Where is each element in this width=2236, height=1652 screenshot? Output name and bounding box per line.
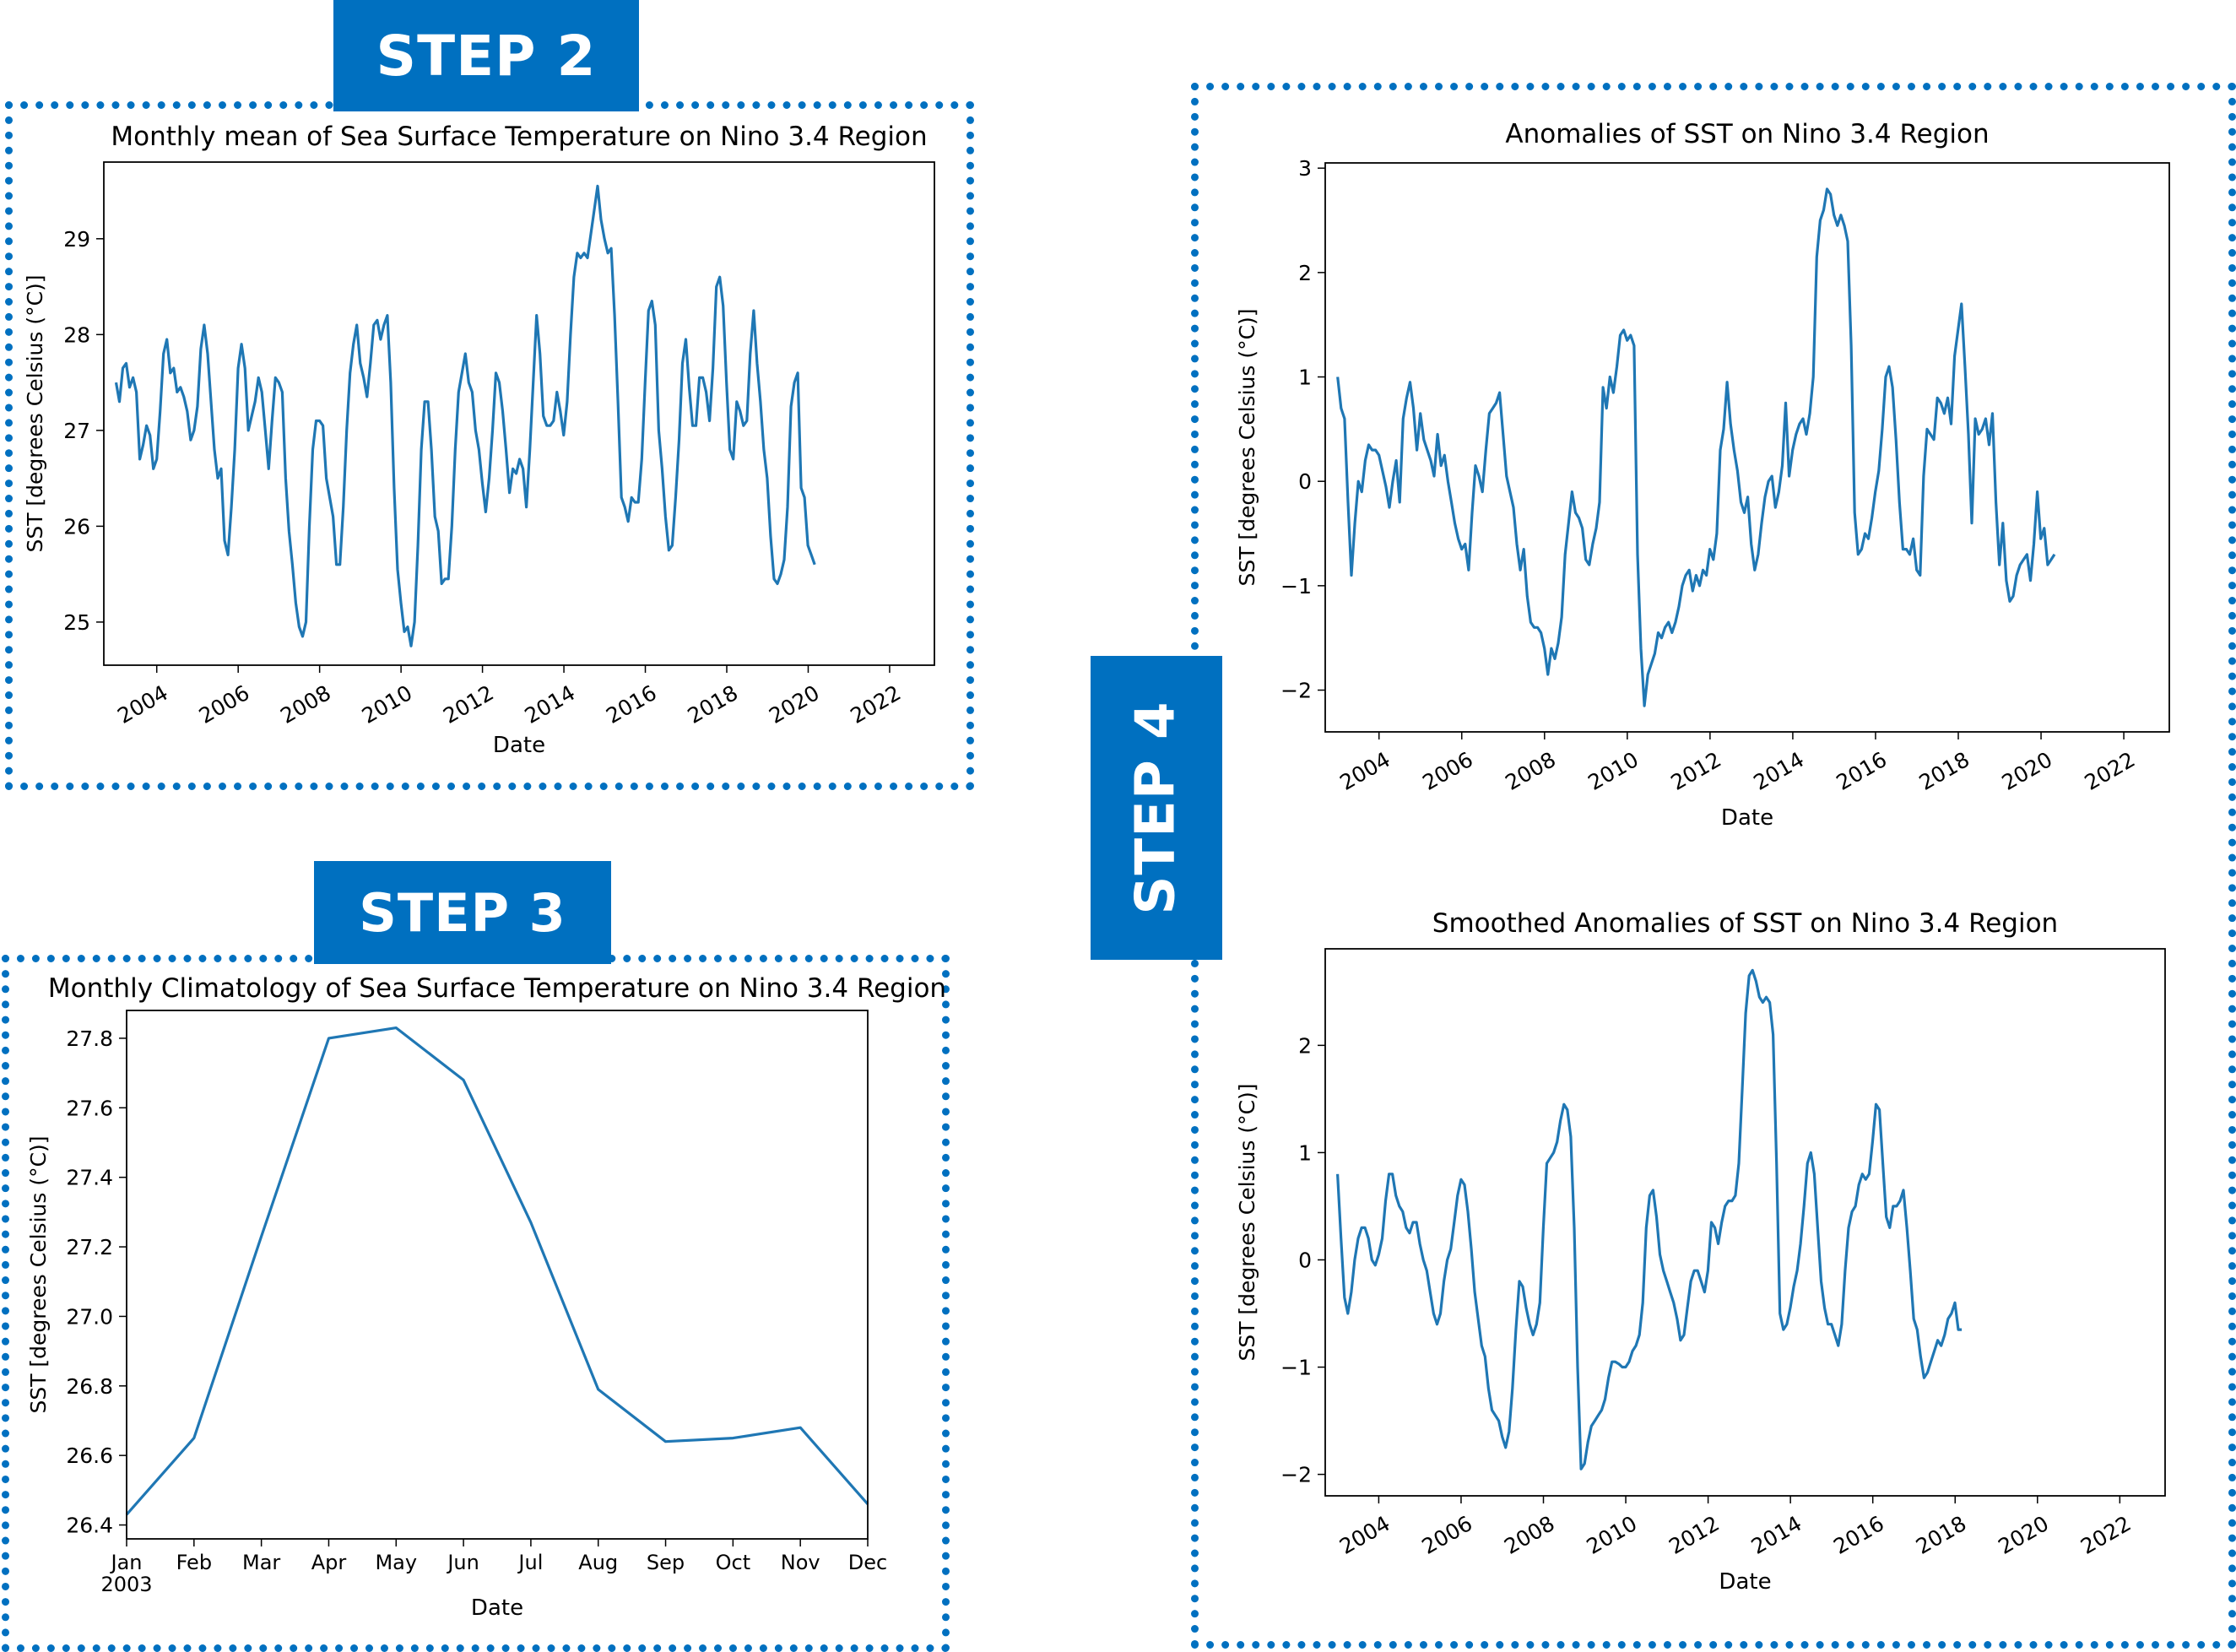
chart-title: Smoothed Anomalies of SST on Nino 3.4 Re…: [1432, 908, 2058, 939]
step4-label: STEP 4: [1091, 656, 1222, 960]
x-tick-label: 2006: [1418, 747, 1477, 795]
x-tick-label: 2016: [602, 680, 661, 729]
x-tick-label: 2014: [1747, 1511, 1806, 1559]
x-axis-label: Date: [471, 1595, 523, 1621]
anomalies-chart: Anomalies of SST on Nino 3.4 Region 2004 2…: [1235, 119, 2170, 831]
y-axis-label: SST [degrees Celsius (°C)]: [1235, 308, 1259, 586]
x-axis-label: Date: [1719, 1569, 1771, 1595]
y-tick-label: 27.2: [66, 1235, 113, 1259]
x-axis-label: Date: [1721, 805, 1773, 831]
step3-text: STEP 3: [359, 881, 566, 944]
y-tick-label: 26: [63, 514, 90, 539]
y-tick-label: −1: [1280, 574, 1312, 599]
x-tick-label: 2008: [1501, 747, 1560, 795]
climatology-chart: Monthly Climatology of Sea Surface Tempe…: [26, 973, 946, 1621]
y-tick-label: 1: [1298, 1140, 1312, 1165]
x-tick-label: 2016: [1829, 1511, 1888, 1559]
y-tick-label: 26.6: [66, 1443, 113, 1468]
x-tick-label: Apr: [311, 1551, 347, 1574]
x-axis-label: Date: [493, 733, 545, 758]
plot-frame: [103, 161, 935, 666]
y-axis-label: SST [degrees Celsius (°C)]: [26, 1135, 51, 1413]
x-tick-label: 2006: [1418, 1511, 1477, 1559]
y-tick-label: 27.0: [66, 1304, 113, 1329]
x-tick-label: May: [375, 1551, 417, 1574]
y-axis-label: SST [degrees Celsius (°C)]: [23, 274, 47, 552]
sst-series-line: [1336, 187, 2056, 707]
sst-series-line: [114, 184, 816, 647]
step2-text: STEP 2: [376, 23, 597, 89]
x-tick-label: 2018: [1915, 747, 1974, 795]
smoothed-anomalies-chart: Smoothed Anomalies of SST on Nino 3.4 Re…: [1235, 908, 2166, 1595]
chart-title: Monthly Climatology of Sea Surface Tempe…: [48, 973, 946, 1004]
y-tick-label: 27.8: [66, 1026, 113, 1051]
x-tick-label: 2014: [521, 680, 580, 729]
x-tick-label: 2022: [847, 680, 906, 729]
y-tick-label: 26.4: [66, 1514, 113, 1538]
y-tick-label: 27: [63, 419, 90, 443]
y-tick-label: −1: [1280, 1356, 1312, 1380]
x-tick-label: Jul: [517, 1551, 543, 1574]
x-tick-label: 2018: [684, 680, 743, 729]
x-tick-sublabel: 2003: [100, 1573, 152, 1596]
x-tick-label: 2004: [113, 680, 172, 729]
y-tick-label: 27.6: [66, 1096, 113, 1120]
x-tick-label: 2010: [358, 680, 417, 729]
step2-label: STEP 2: [333, 0, 639, 111]
y-tick-label: 25: [63, 610, 90, 635]
x-tick-label: 2018: [1912, 1511, 1971, 1559]
sst-series-line: [125, 1026, 869, 1516]
monthly-mean-chart: Monthly mean of Sea Surface Temperature …: [23, 122, 935, 758]
x-tick-label: Aug: [578, 1551, 618, 1574]
chart-title: Anomalies of SST on Nino 3.4 Region: [1505, 119, 1989, 149]
y-tick-label: −2: [1280, 1463, 1312, 1487]
x-tick-label: 2010: [1584, 747, 1643, 795]
x-tick-label: 2008: [1500, 1511, 1559, 1559]
chart-title: Monthly mean of Sea Surface Temperature …: [111, 122, 927, 152]
x-tick-label: 2014: [1750, 747, 1809, 795]
x-tick-label: 2004: [1335, 747, 1394, 795]
x-tick-label: 2020: [765, 680, 824, 729]
x-tick-label: Dec: [848, 1551, 887, 1574]
x-tick-label: 2006: [195, 680, 254, 729]
y-tick-label: 28: [63, 322, 90, 347]
x-tick-label: Oct: [716, 1551, 751, 1574]
x-tick-label: 2012: [1666, 747, 1725, 795]
x-tick-label: Jun: [446, 1551, 479, 1574]
y-tick-label: 3: [1298, 156, 1312, 181]
step4-text: STEP 4: [1125, 701, 1188, 915]
y-tick-label: 26.8: [66, 1374, 113, 1399]
y-tick-label: 0: [1298, 1248, 1312, 1272]
x-tick-label: 2012: [1665, 1511, 1724, 1559]
y-tick-label: 29: [63, 227, 90, 252]
x-tick-label: Mar: [242, 1551, 280, 1574]
x-tick-label: 2020: [1998, 747, 2057, 795]
x-tick-label: 2022: [2076, 1511, 2136, 1559]
y-tick-label: 1: [1298, 366, 1312, 390]
y-tick-label: −2: [1280, 679, 1312, 703]
y-axis-label: SST [degrees Celsius (°C)]: [1235, 1083, 1259, 1361]
step3-label: STEP 3: [314, 861, 611, 964]
y-tick-label: 27.4: [66, 1166, 113, 1190]
x-tick-label: 2020: [1994, 1511, 2053, 1559]
x-tick-label: 2004: [1335, 1511, 1394, 1559]
x-tick-label: Feb: [176, 1551, 213, 1574]
x-tick-label: 2022: [2081, 747, 2140, 795]
y-tick-label: 2: [1298, 1033, 1312, 1058]
y-tick-label: 2: [1298, 261, 1312, 285]
x-tick-label: Nov: [781, 1551, 820, 1574]
x-tick-label: Jan: [110, 1551, 143, 1574]
x-tick-label: 2010: [1583, 1511, 1642, 1559]
x-tick-label: 2008: [276, 680, 335, 729]
x-tick-label: Sep: [647, 1551, 685, 1574]
plot-frame: [126, 1010, 869, 1540]
x-tick-label: 2012: [439, 680, 498, 729]
y-tick-label: 0: [1298, 469, 1312, 494]
sst-series-line: [1336, 968, 1963, 1471]
plot-frame: [1324, 948, 2166, 1497]
plot-frame: [1324, 162, 2170, 733]
x-tick-label: 2016: [1833, 747, 1892, 795]
